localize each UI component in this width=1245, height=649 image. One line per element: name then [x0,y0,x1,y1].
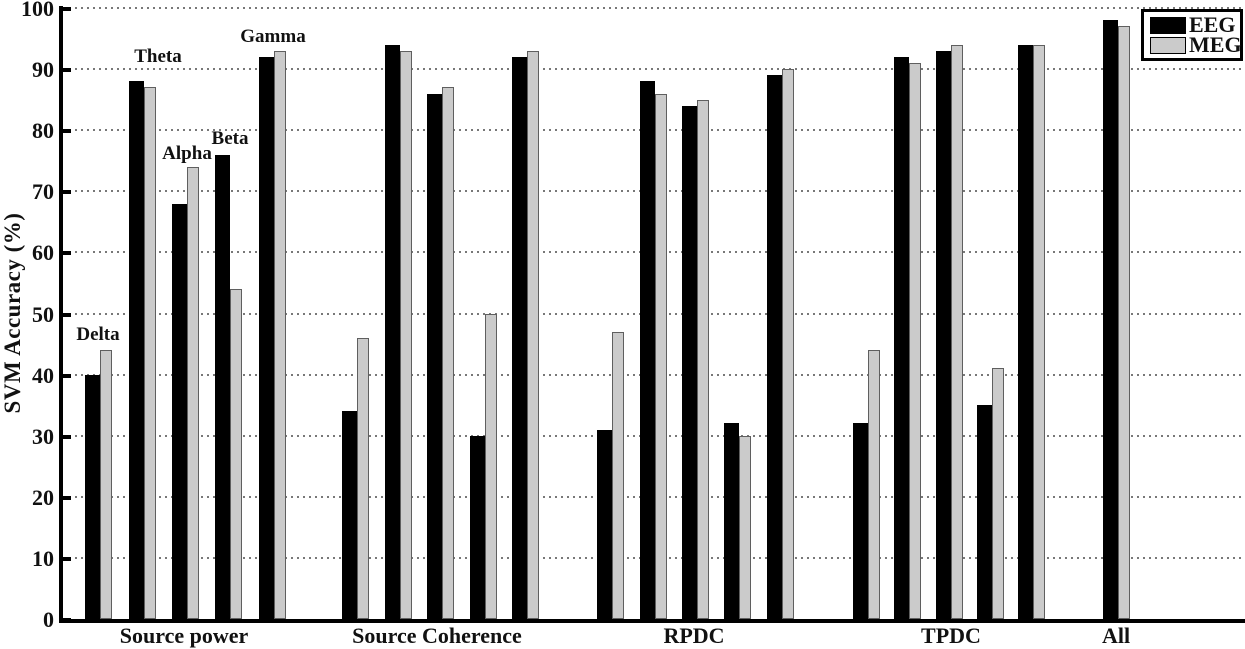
y-tick-label-10: 10 [32,546,54,571]
y-tick-70 [63,190,71,194]
y-tick-80 [63,129,71,133]
band-annotation-alpha: Alpha [162,143,212,164]
y-tick-label-90: 90 [32,57,54,82]
y-tick-90 [63,68,71,72]
bar-eeg-tpdc-delta [853,423,868,619]
gridline-100 [63,7,1243,9]
x-category-label-all: All [1101,623,1131,648]
bar-eeg-source-power-alpha [172,204,187,619]
bar-meg-tpdc-delta [868,350,880,619]
bar-meg-rpdc-theta [655,94,667,619]
bar-meg-rpdc-beta [739,436,751,619]
bar-meg-tpdc-beta [992,368,1004,619]
bar-eeg-source-power-delta [85,375,100,619]
x-category-label-source-power: Source power [119,623,249,648]
bar-meg-source-coherence-delta [357,338,369,619]
legend-label-meg: MEG [1189,32,1242,57]
y-tick-label-40: 40 [32,363,54,388]
bar-meg-source-power-gamma [274,51,286,619]
bar-eeg-source-coherence-gamma [512,57,527,619]
bar-eeg-rpdc-gamma [767,75,782,619]
eeg-swatch-icon [1150,16,1186,34]
bar-eeg-rpdc-beta [724,423,739,619]
y-tick-10 [63,557,71,561]
x-axis-line [59,619,1245,623]
bar-eeg-tpdc-alpha [936,51,951,619]
legend-row-eeg: EEG [1150,12,1236,37]
bar-meg-source-power-delta [100,350,112,619]
bar-eeg-source-coherence-delta [342,411,357,619]
gridline-90 [63,68,1243,70]
bar-eeg-all-all [1103,20,1118,619]
bar-meg-tpdc-gamma [1033,45,1045,619]
y-tick-label-50: 50 [32,302,54,327]
y-tick-label-60: 60 [32,240,54,265]
legend-label-eeg: EEG [1189,12,1236,37]
y-tick-0 [63,618,71,622]
bar-eeg-source-coherence-beta [470,436,485,619]
bar-eeg-source-coherence-theta [385,45,400,619]
bar-eeg-source-power-gamma [259,57,274,619]
y-tick-label-80: 80 [32,118,54,143]
y-tick-label-20: 20 [32,485,54,510]
y-tick-50 [63,313,71,317]
bar-eeg-source-power-beta [215,155,230,619]
y-tick-100 [63,7,71,11]
x-category-label-tpdc: TPDC [921,623,981,648]
band-annotation-delta: Delta [76,324,120,345]
y-tick-30 [63,435,71,439]
bar-meg-source-coherence-beta [485,314,497,619]
y-tick-label-0: 0 [43,607,54,632]
bar-meg-source-coherence-gamma [527,51,539,619]
bar-meg-rpdc-delta [612,332,624,619]
bar-meg-tpdc-alpha [951,45,963,619]
bar-meg-rpdc-alpha [697,100,709,619]
y-tick-label-100: 100 [21,0,54,21]
bar-eeg-rpdc-alpha [682,106,697,619]
legend-box: EEG MEG [1141,9,1243,61]
y-tick-40 [63,374,71,378]
bar-meg-source-power-beta [230,289,242,619]
x-category-label-source-coherence: Source Coherence [352,623,522,648]
bar-meg-source-power-theta [144,87,156,619]
bar-meg-source-coherence-alpha [442,87,454,619]
bar-meg-rpdc-gamma [782,69,794,619]
bar-meg-tpdc-theta [909,63,921,619]
band-annotation-beta: Beta [211,128,249,149]
bar-eeg-source-power-theta [129,81,144,619]
y-tick-60 [63,251,71,255]
y-tick-20 [63,496,71,500]
y-tick-label-70: 70 [32,179,54,204]
legend-row-meg: MEG [1150,34,1242,56]
bar-meg-all-all [1118,26,1130,619]
band-annotation-theta: Theta [134,46,182,67]
bar-eeg-tpdc-beta [977,405,992,619]
bar-eeg-rpdc-theta [640,81,655,619]
x-category-label-rpdc: RPDC [663,623,725,648]
bar-eeg-source-coherence-alpha [427,94,442,619]
bar-eeg-rpdc-delta [597,430,612,619]
bar-meg-source-power-alpha [187,167,199,619]
y-tick-label-30: 30 [32,424,54,449]
meg-swatch-icon [1150,36,1186,54]
bar-meg-source-coherence-theta [400,51,412,619]
band-annotation-gamma: Gamma [240,26,306,47]
bar-eeg-tpdc-theta [894,57,909,619]
bar-eeg-tpdc-gamma [1018,45,1033,619]
y-axis-line [59,6,63,623]
